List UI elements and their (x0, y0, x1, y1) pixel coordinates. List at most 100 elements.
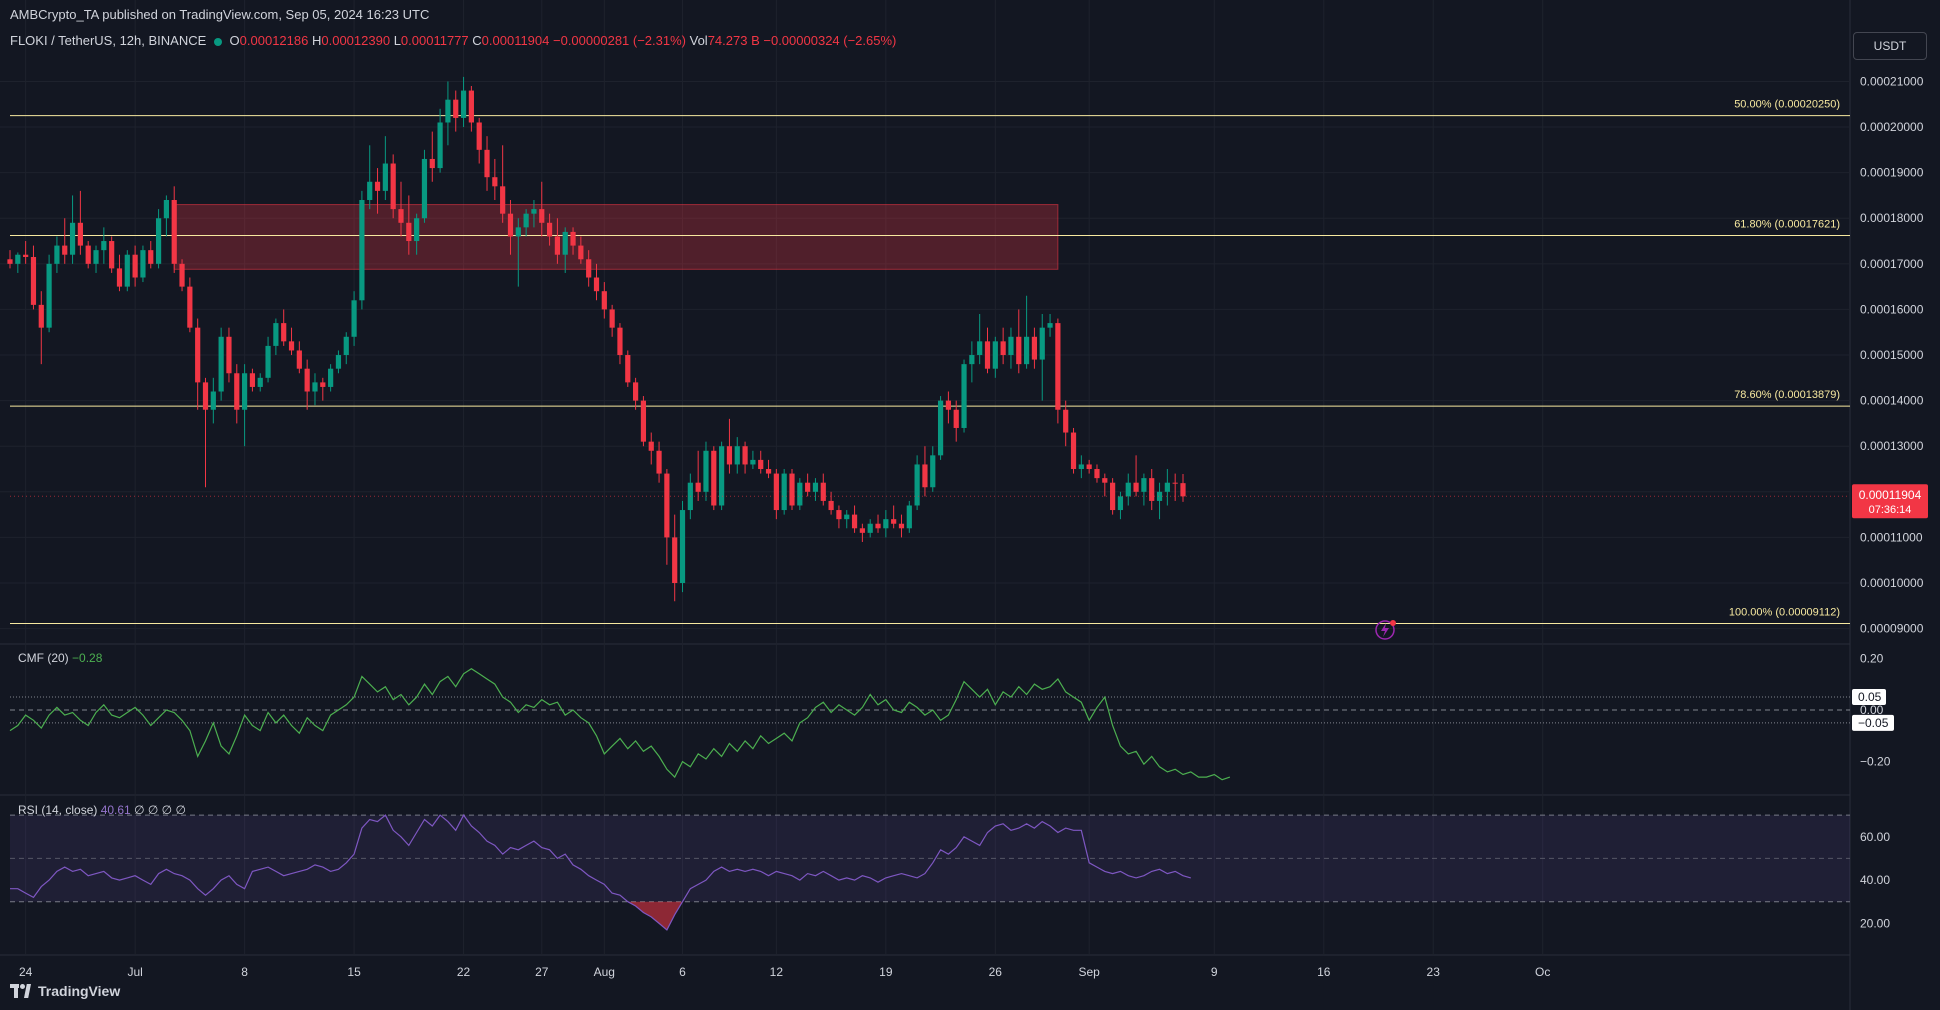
candle-body (554, 236, 560, 255)
cmf-band-badge (1852, 714, 1894, 731)
candle (62, 218, 68, 264)
candle (758, 450, 764, 474)
candle (23, 241, 29, 264)
cmf-value: −0.28 (72, 651, 103, 665)
axes: 0.000090000.000100000.000110000.00012000… (19, 74, 1928, 979)
candle-body (922, 464, 928, 488)
time-tick-label: 9 (1211, 965, 1218, 979)
candle-body (1156, 491, 1163, 501)
candle (625, 350, 631, 387)
candle-body (1110, 482, 1116, 511)
candle-body (1008, 336, 1014, 356)
candle (148, 241, 154, 269)
candle-body (593, 277, 600, 292)
candle (992, 336, 998, 378)
candle (15, 252, 21, 273)
candle-body (195, 327, 201, 383)
tradingview-branding[interactable]: TradingView (10, 983, 120, 999)
candle-body (390, 163, 396, 210)
candle-body (640, 400, 647, 442)
candle (124, 250, 130, 292)
candle (554, 218, 560, 264)
candle-body (1141, 478, 1147, 492)
candle (797, 478, 803, 511)
candle (640, 396, 647, 447)
candle-body (1000, 341, 1006, 356)
cmf-legend[interactable]: CMF (20) −0.28 (18, 651, 102, 665)
rsi-legend[interactable]: RSI (14, close) 40.61 ∅ ∅ ∅ ∅ (18, 803, 186, 817)
candle (648, 432, 654, 465)
candle-body (15, 254, 21, 264)
candle-body (1047, 323, 1053, 328)
candle-body (421, 158, 428, 219)
price-tick-label: 0.00017000 (1860, 257, 1924, 271)
currency-badge[interactable]: USDT (1853, 32, 1927, 60)
candle-body (202, 382, 209, 410)
rsi-na-2: ∅ (147, 803, 159, 817)
candle (109, 236, 115, 273)
candle (937, 396, 944, 460)
candle (812, 478, 819, 501)
candle-body (703, 450, 709, 492)
rsi-line (10, 813, 1191, 931)
candle (265, 336, 271, 383)
candle-body (281, 323, 287, 342)
candle-body (265, 345, 271, 378)
candle (140, 245, 146, 283)
candle-body (891, 519, 897, 524)
candle-body (648, 441, 654, 451)
candle-body (116, 268, 123, 287)
candle-body (85, 245, 91, 264)
candle-body (758, 459, 764, 470)
candle-body (726, 446, 733, 465)
candle (155, 209, 162, 269)
rsi-na-1: ∅ (134, 803, 145, 817)
candle (789, 469, 795, 511)
candle (242, 364, 248, 447)
candle (1094, 464, 1100, 483)
candle-body (460, 90, 467, 118)
rsi-na-4: ∅ (175, 803, 186, 817)
candle-body (62, 245, 68, 255)
candle-body (155, 218, 162, 264)
symbol-name[interactable]: FLOKI / TetherUS, 12h, BINANCE (10, 33, 207, 48)
fib-label: 50.00% (0.00020250) (1734, 99, 1840, 111)
candle-body (633, 382, 639, 401)
candle-body (750, 459, 756, 465)
candle (69, 195, 76, 264)
candle (695, 450, 701, 501)
volume-value: 74.273 B (707, 33, 760, 48)
candle-body (523, 213, 529, 228)
candle (468, 86, 474, 132)
candle (453, 90, 459, 132)
notification-dot (1390, 620, 1396, 626)
candle (390, 154, 396, 219)
candle (851, 505, 858, 533)
candle-body (328, 368, 334, 387)
candle-body (374, 181, 381, 191)
time-tick-label: Oc (1535, 965, 1550, 979)
candle (664, 469, 670, 565)
candle-body (898, 523, 905, 529)
lightning-circle (1375, 620, 1395, 640)
cmf-label: CMF (20) (18, 651, 69, 665)
candle (859, 523, 865, 542)
candle-body (914, 464, 920, 506)
candle (609, 304, 615, 337)
candle-body (1070, 432, 1077, 470)
candle (1039, 313, 1045, 401)
candle-body (515, 227, 521, 237)
price-tick-label: 0.00020000 (1860, 120, 1924, 134)
candle-body (437, 122, 443, 169)
candle (820, 473, 826, 506)
candle-body (828, 500, 834, 511)
candle-body (625, 355, 631, 383)
candle-body (453, 99, 459, 118)
market-status-icon (213, 37, 222, 46)
last-price-badge (1852, 484, 1928, 519)
candle (633, 377, 639, 410)
candle (296, 341, 302, 374)
rsi-panel (10, 813, 1850, 931)
candle (429, 131, 435, 182)
